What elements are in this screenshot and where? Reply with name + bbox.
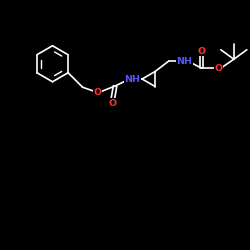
Text: NH: NH (176, 56, 192, 66)
Text: O: O (108, 98, 116, 108)
Text: O: O (215, 64, 223, 72)
Text: O: O (93, 88, 101, 97)
Text: NH: NH (124, 74, 140, 84)
Text: O: O (197, 46, 205, 56)
